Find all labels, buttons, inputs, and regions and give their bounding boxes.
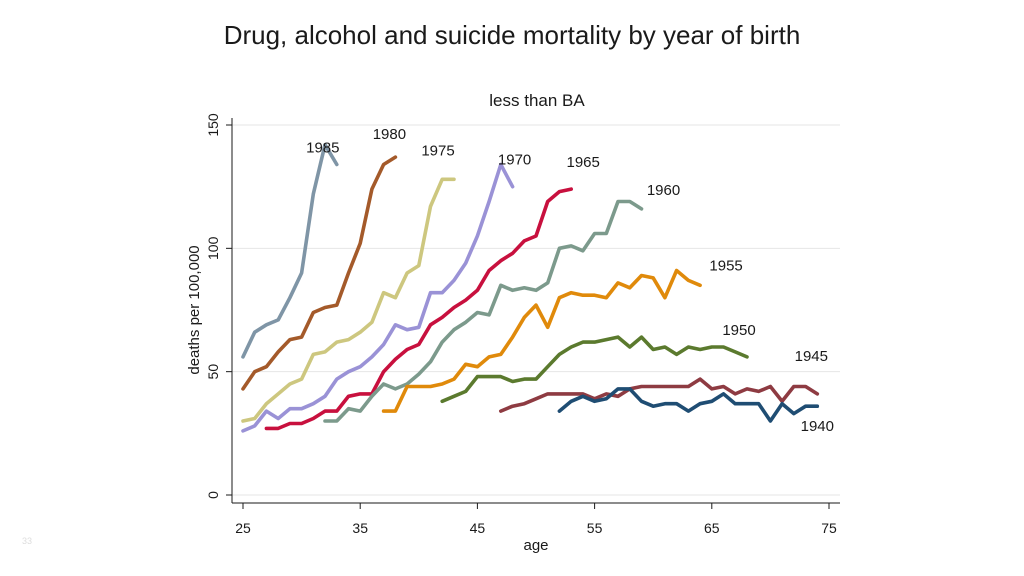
x-tick-label: 35 — [352, 520, 368, 536]
series-line-1965 — [264, 187, 574, 431]
y-tick-label: 0 — [205, 491, 221, 499]
series-line-1970 — [241, 162, 515, 433]
series-line-1960 — [323, 199, 644, 423]
series-label-1945: 1945 — [795, 348, 828, 365]
x-axis-label: age — [523, 537, 548, 554]
series-label-1960: 1960 — [647, 182, 680, 199]
chart-subtitle: less than BA — [489, 91, 585, 110]
x-tick-label: 45 — [470, 520, 486, 536]
series-label-1985: 1985 — [306, 140, 339, 157]
series-line-1950 — [440, 335, 749, 404]
y-tick-label: 50 — [205, 364, 221, 380]
x-tick-label: 25 — [235, 520, 251, 536]
series-label-1965: 1965 — [567, 154, 600, 171]
x-tick-label: 65 — [704, 520, 720, 536]
series-label-1970: 1970 — [498, 152, 531, 169]
x-tick-label: 55 — [587, 520, 603, 536]
series-label-1975: 1975 — [421, 142, 454, 159]
gridlines — [232, 124, 840, 496]
series-labels: 1985 1980 1975 1970 1965 1960 1955 1950 1945 1940 — [306, 126, 834, 435]
series-label-1940: 1940 — [801, 418, 834, 435]
slide-number: 33 — [22, 536, 33, 546]
series-label-1950: 1950 — [722, 322, 755, 339]
series-line-1940 — [557, 387, 820, 423]
series-line-1955 — [381, 268, 702, 413]
series-line-1975 — [241, 177, 456, 423]
series-lines — [241, 142, 820, 433]
y-axis-label: deaths per 100,000 — [186, 245, 203, 374]
y-tick-label: 100 — [205, 236, 221, 260]
y-tick-label: 150 — [205, 113, 221, 137]
axis-ticks: 0 50 100 150 25 35 45 55 65 75 — [205, 113, 837, 536]
slide-title: Drug, alcohol and suicide mortality by y… — [223, 20, 801, 50]
series-line-1980 — [241, 155, 398, 391]
series-line-1985 — [241, 142, 339, 359]
series-label-1980: 1980 — [373, 126, 406, 143]
series-line-1945 — [498, 377, 820, 413]
x-tick-label: 75 — [821, 520, 837, 536]
series-label-1955: 1955 — [709, 257, 742, 274]
